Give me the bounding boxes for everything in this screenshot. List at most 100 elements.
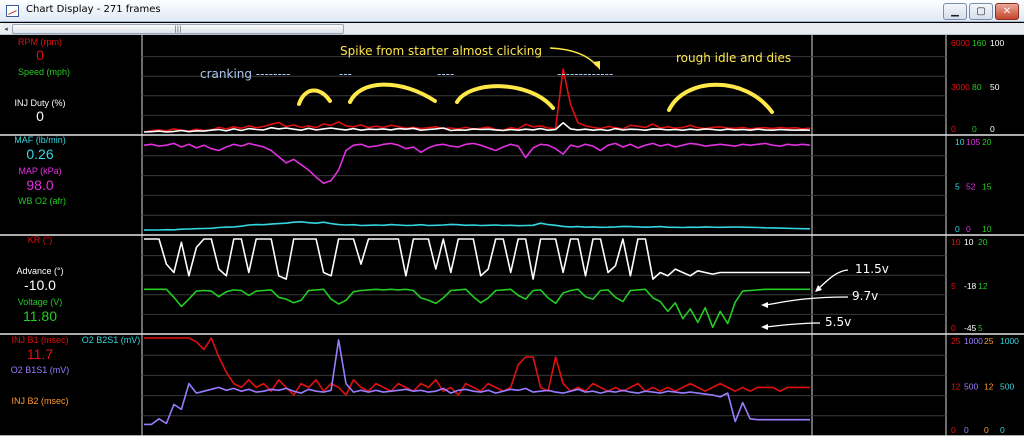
channel-label: Speed (mph) — [18, 67, 70, 77]
scale-label: 20 — [978, 237, 988, 247]
scale-label: 0 — [955, 224, 960, 234]
channel-label: MAF (lb/min) — [14, 135, 66, 145]
gridlines — [142, 56, 946, 116]
scale-label: 10 — [955, 137, 965, 147]
scale-label: 52 — [966, 182, 976, 192]
panel-kr-advance-voltage: KR (°) Advance (°)-10.0 Voltage (V)11.80 10… — [16, 235, 987, 333]
channel-value: 0 — [36, 47, 44, 63]
scale-label: 10 — [982, 224, 992, 234]
maximize-icon: ▢ — [976, 6, 986, 17]
annotation-arrow — [764, 296, 849, 306]
gridlines — [142, 354, 946, 417]
scale-label: 105 — [966, 137, 980, 147]
chart-app-icon — [6, 5, 19, 17]
gridlines — [142, 155, 946, 216]
scale-label: 25 — [951, 336, 961, 346]
channel-label: O2 B1S1 (mV) — [11, 365, 70, 375]
window-title: Chart Display - 271 frames — [26, 4, 161, 15]
scale-label: 3000 — [951, 82, 970, 92]
scale-label: 0 — [990, 124, 995, 134]
scroll-left-arrow-icon[interactable]: ◂ — [4, 25, 8, 33]
annotation-arrow — [817, 269, 849, 290]
scale-label: 25 — [984, 336, 994, 346]
scale-label: 500 — [1000, 382, 1014, 392]
scale-label: 5 — [955, 182, 960, 192]
scale-label: 10 — [951, 237, 961, 247]
map-series-line — [143, 142, 811, 185]
horizontal-scrollbar[interactable]: ◂ ||| — [0, 23, 1024, 35]
gridlines — [142, 255, 946, 315]
scale-label: 1000 — [1000, 336, 1019, 346]
scale-label: 50 — [990, 82, 1000, 92]
scale-label: 1000 — [964, 336, 983, 346]
channel-label: RPM (rpm) — [18, 37, 62, 47]
scale-label: 5 — [978, 323, 983, 333]
annotation-text: 9.7v — [852, 289, 878, 303]
scale-label: 15 — [982, 182, 992, 192]
channel-label: MAP (kPa) — [18, 166, 61, 176]
annotation-arc — [455, 84, 555, 110]
annotation-text: rough idle and dies — [676, 51, 791, 65]
close-icon: ✕ — [1002, 6, 1012, 17]
annotation-arc — [348, 82, 437, 104]
scale-label: 0 — [984, 425, 989, 435]
title-bar: Chart Display - 271 frames ▁ ▢ ✕ — [0, 0, 1024, 22]
channel-label: INJ B1 (msec) — [11, 335, 68, 345]
scale-label: -45 — [964, 323, 977, 333]
panel-inj-o2: INJ B1 (msec) O2 B1S1 (mV) INJ B2 (msec) O2… — [11, 335, 1019, 435]
channel-label: INJ B2 (msec) — [11, 396, 68, 406]
advance-series-line — [144, 238, 810, 280]
maximize-button[interactable]: ▢ — [969, 3, 993, 20]
minimize-button[interactable]: ▁ — [943, 3, 967, 20]
annotation-text: ------------- — [557, 67, 613, 81]
scale-label: 0 — [951, 124, 956, 134]
annotation-text: --- — [339, 67, 352, 81]
arrow-head-icon — [593, 61, 600, 70]
o2-b1s1-series-line — [144, 339, 810, 426]
arrow-head-icon — [761, 302, 768, 308]
scale-label: 0 — [964, 425, 969, 435]
minimize-icon: ▁ — [951, 6, 959, 17]
annotation-arrow — [764, 322, 821, 328]
channel-value: 11.80 — [23, 308, 57, 324]
scale-label: 5 — [951, 281, 956, 291]
arrow-head-icon — [761, 324, 768, 330]
scale-label: 100 — [990, 38, 1004, 48]
scale-label: -18 — [964, 281, 977, 291]
channel-label: KR (°) — [28, 235, 53, 245]
annotation-arc — [667, 82, 774, 114]
scale-label: 0 — [972, 124, 977, 134]
scale-label: 0 — [951, 323, 956, 333]
channel-value: 98.0 — [26, 177, 53, 193]
annotation-text: 5.5v — [825, 315, 851, 329]
scale-label: 80 — [972, 82, 982, 92]
annotation-text: Spike from starter almost clicking — [340, 44, 542, 58]
annotation-text: ---- — [437, 67, 454, 81]
scale-label: 12 — [978, 281, 988, 291]
scale-label: 12 — [984, 382, 994, 392]
annotation-text: 11.5v — [855, 262, 889, 276]
inj-b1-series-line — [144, 337, 810, 396]
channel-label: Voltage (V) — [18, 297, 63, 307]
chart-frame — [0, 35, 1024, 436]
channel-value: 0 — [36, 108, 44, 124]
scale-label: 6000 — [951, 38, 970, 48]
scale-label: 160 — [972, 38, 986, 48]
close-button[interactable]: ✕ — [995, 3, 1019, 20]
channel-label: INJ Duty (%) — [14, 98, 65, 108]
scale-label: 0 — [966, 224, 971, 234]
annotation-text: cranking -------- — [200, 67, 290, 81]
scrollbar-thumb[interactable]: ||| — [12, 24, 344, 34]
scale-label: 0 — [951, 425, 956, 435]
scale-label: 10 — [964, 237, 974, 247]
channel-label: Advance (°) — [16, 266, 63, 276]
injduty-series-line — [143, 122, 811, 133]
scale-label: 12 — [951, 382, 961, 392]
channel-label: WB O2 (afr) — [18, 196, 66, 206]
channel-label: O2 B2S1 (mV) — [82, 335, 141, 345]
channel-value: 11.7 — [27, 346, 53, 362]
channel-value: -10.0 — [24, 277, 56, 293]
maf-series-line — [143, 221, 811, 231]
